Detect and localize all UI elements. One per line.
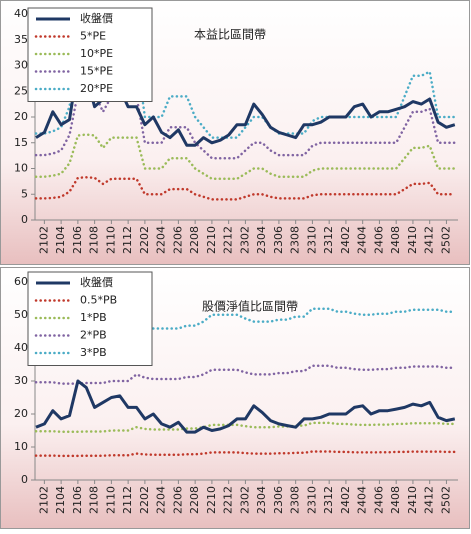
x-tick-label: 2310 [305,226,318,254]
x-tick-label: 2206 [171,226,184,254]
legend-label: 收盤價 [80,11,113,25]
legend-label: 2*PB [80,329,107,342]
x-tick-label: 2308 [289,226,302,254]
series-line [34,450,457,458]
x-tick-label: 2304 [255,226,268,254]
x-tick-label: 2204 [155,486,168,514]
y-tick-label: 60 [14,275,28,288]
x-tick-label: 2112 [121,226,134,254]
x-tick-label: 2210 [205,226,218,254]
y-tick-label: 30 [14,59,28,72]
x-tick-label: 2108 [88,226,101,254]
y-tick-label: 15 [14,136,28,149]
legend-label: 0.5*PB [80,294,117,307]
x-tick-label: 2412 [423,486,436,514]
x-tick-label: 2112 [121,486,134,514]
legend-label: 10*PE [80,47,113,60]
x-tick-label: 2406 [372,226,385,254]
legend-label: 3*PB [80,346,107,359]
legend [27,7,153,102]
y-tick-label: 0 [21,473,28,486]
y-tick-label: 10 [14,162,28,175]
x-tick-label: 2404 [356,486,369,514]
chart-title: 股價淨值比區間帶 [202,299,298,314]
x-tick-label: 2212 [222,226,235,254]
x-tick-label: 2106 [71,486,84,514]
legend-label: 20*PE [80,82,113,95]
y-tick-label: 50 [14,308,28,321]
x-tick-label: 2104 [54,486,67,514]
x-tick-label: 2102 [37,486,50,514]
x-tick-label: 2202 [138,486,151,514]
x-tick-label: 2404 [356,226,369,254]
x-tick-label: 2110 [104,486,117,514]
x-tick-label: 2412 [423,226,436,254]
y-tick-label: 40 [14,7,28,20]
legend-label: 15*PE [80,65,113,78]
series-line [34,421,457,434]
series-line [35,379,456,434]
x-tick-label: 2406 [372,486,385,514]
x-tick-label: 2106 [71,226,84,254]
y-tick-label: 5 [21,187,28,200]
y-tick-label: 0 [21,213,28,226]
x-tick-label: 2306 [272,486,285,514]
y-tick-label: 20 [14,110,28,123]
x-tick-label: 2202 [138,226,151,254]
x-tick-label: 2210 [205,486,218,514]
legend-label: 1*PB [80,311,107,324]
x-tick-label: 2312 [322,226,335,254]
x-tick-label: 2104 [54,226,67,254]
x-tick-label: 2208 [188,226,201,254]
x-tick-label: 2502 [439,486,452,514]
x-tick-label: 2408 [389,226,402,254]
y-tick-label: 10 [14,440,28,453]
chart-title: 本益比區間帶 [194,28,266,42]
x-tick-label: 2410 [406,226,419,254]
y-tick-label: 20 [14,407,28,420]
series-line [34,90,457,160]
x-tick-label: 2204 [155,226,168,254]
series-line [34,133,457,181]
legend-label: 5*PE [80,30,106,43]
series-line [34,364,457,385]
x-tick-label: 2408 [389,486,402,514]
x-tick-label: 2304 [255,486,268,514]
x-tick-label: 2208 [188,486,201,514]
x-tick-label: 2110 [104,226,117,254]
x-tick-label: 2312 [322,486,335,514]
x-tick-label: 2410 [406,486,419,514]
x-tick-label: 2302 [238,486,251,514]
legend [27,271,153,366]
x-tick-label: 2310 [305,486,318,514]
x-tick-label: 2402 [339,226,352,254]
x-tick-label: 2102 [37,226,50,254]
x-tick-label: 2308 [289,486,302,514]
y-tick-label: 30 [14,374,28,387]
x-tick-label: 2212 [222,486,235,514]
y-tick-label: 35 [14,33,28,46]
x-tick-label: 2206 [171,486,184,514]
y-tick-label: 25 [14,84,28,97]
series-line [34,176,457,201]
x-tick-label: 2302 [238,226,251,254]
x-tick-label: 2306 [272,226,285,254]
legend-label: 收盤價 [80,275,113,289]
x-tick-label: 2108 [88,486,101,514]
x-tick-label: 2502 [439,226,452,254]
y-tick-label: 40 [14,341,28,354]
x-tick-label: 2402 [339,486,352,514]
